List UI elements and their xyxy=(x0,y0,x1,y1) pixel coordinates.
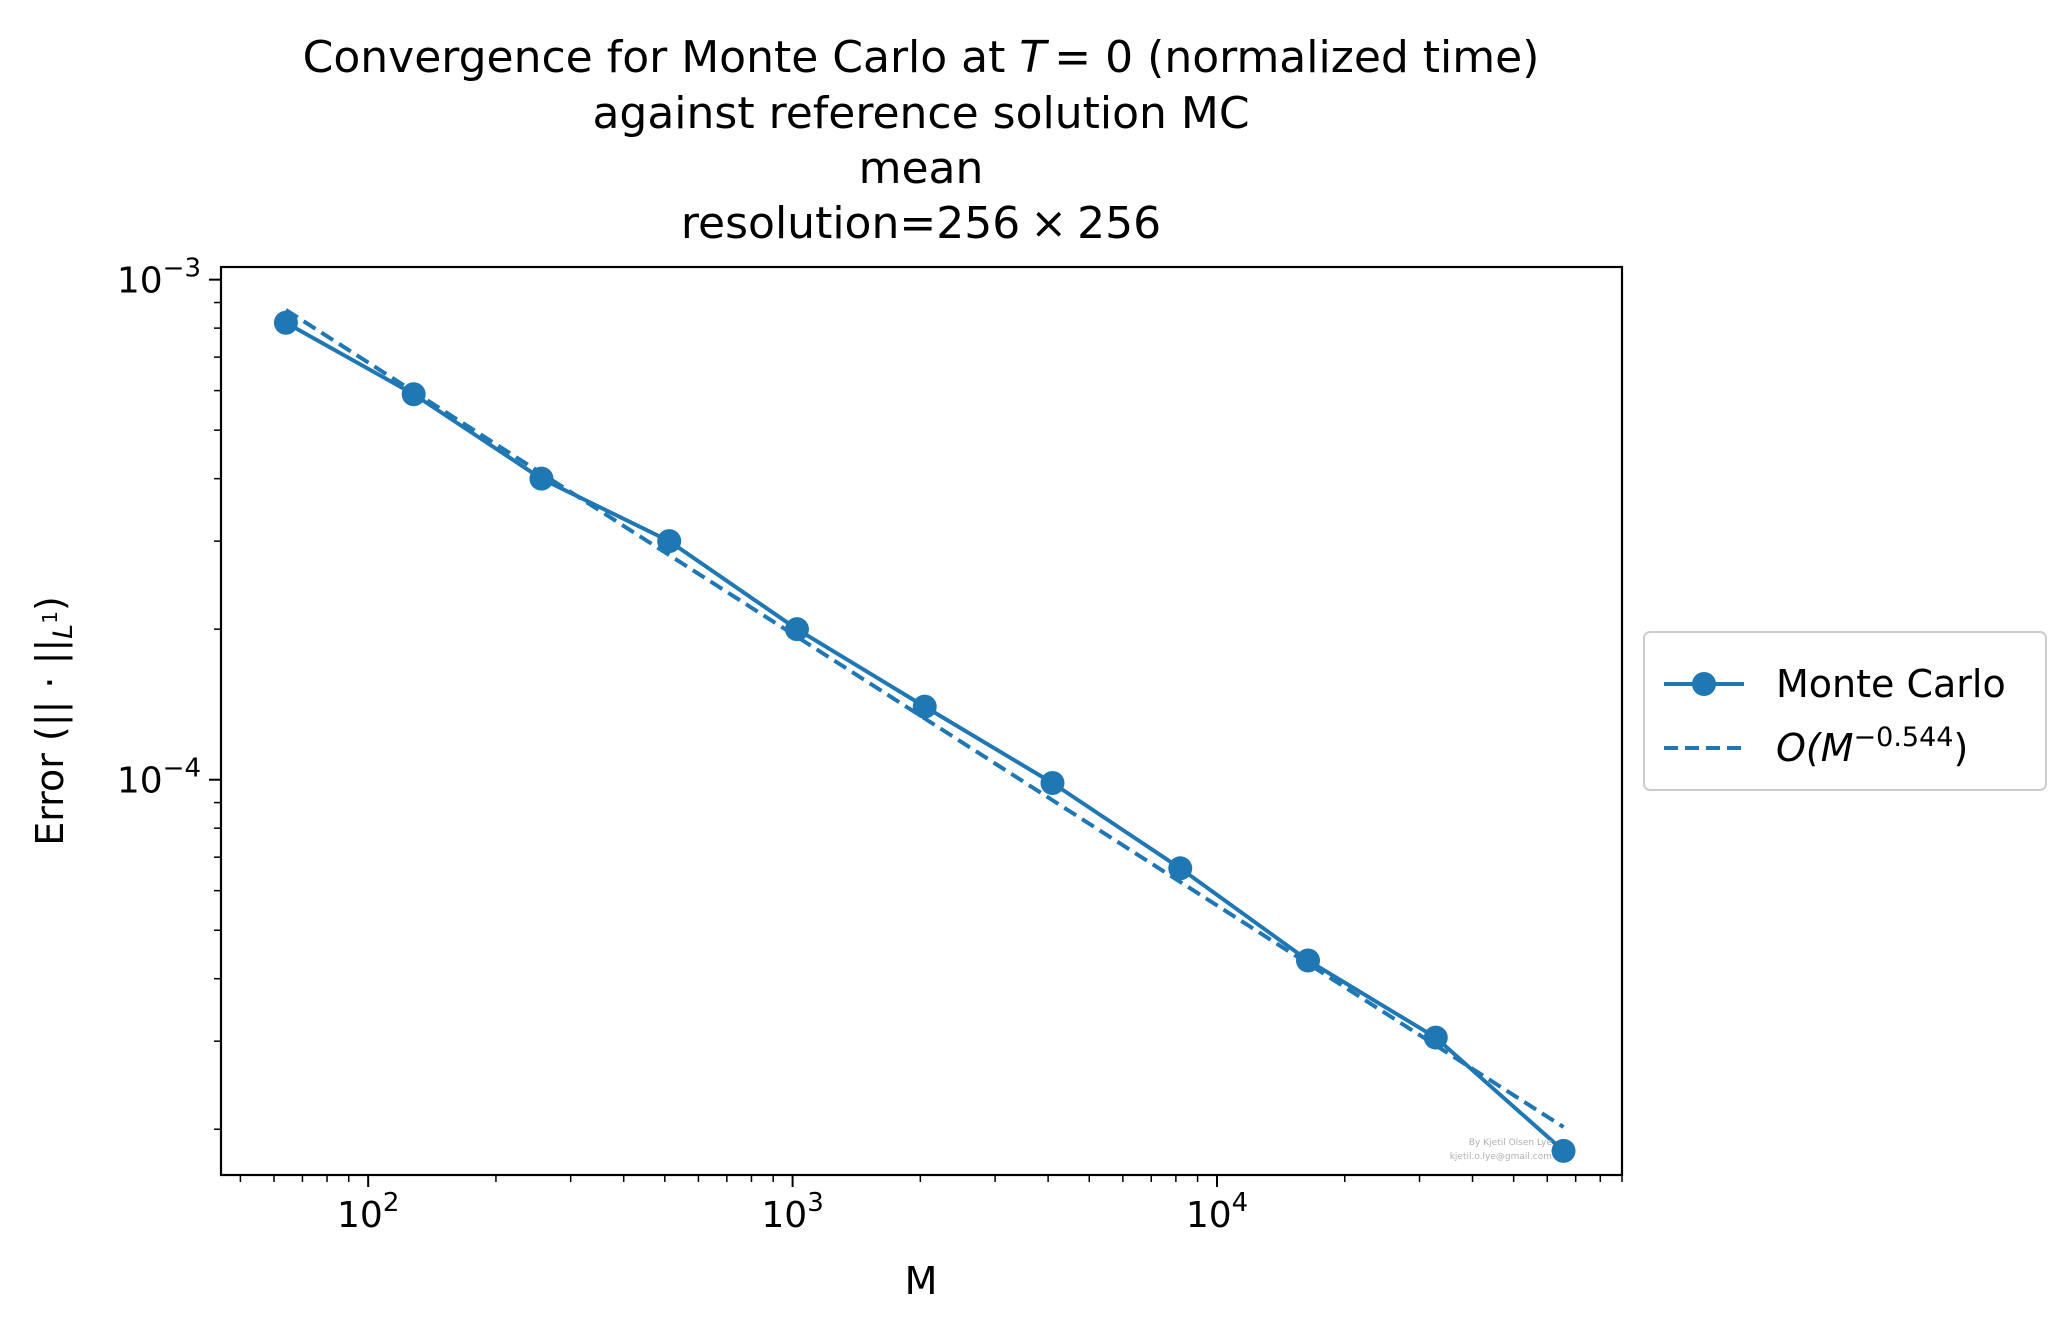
monte-carlo-line xyxy=(284,321,1565,1153)
x-tick-label: 102 xyxy=(337,1188,399,1236)
monte-carlo-point xyxy=(1168,856,1193,881)
legend: Monte Carlo O(M−0.544) xyxy=(1643,631,2047,791)
y-tick-label: 10−4 xyxy=(117,754,201,802)
monte-carlo-point xyxy=(1551,1138,1576,1163)
monte-carlo-point xyxy=(273,310,298,335)
x-tick-label: 103 xyxy=(761,1188,823,1236)
credit-watermark: By Kjetil Olsen Lye kjetil.o.lye@gmail.c… xyxy=(1450,1138,1553,1162)
monte-carlo-point xyxy=(657,529,682,554)
legend-swatch-marker-monte-carlo xyxy=(1692,672,1716,696)
x-tick-label: 104 xyxy=(1186,1188,1248,1236)
y-axis-ticks: 10−3 10−4 xyxy=(117,254,221,1130)
credit-line-2: kjetil.o.lye@gmail.com xyxy=(1450,1152,1552,1162)
legend-item-fit: O(M−0.544) xyxy=(1664,722,1968,770)
y-tick-label: 10−3 xyxy=(117,254,201,302)
monte-carlo-point xyxy=(1040,770,1065,795)
monte-carlo-point xyxy=(1423,1025,1448,1050)
title-line-3: mean xyxy=(859,143,984,194)
y-axis-label: Error (|| · ||L1) xyxy=(28,596,79,846)
x-axis-label: M xyxy=(905,1259,938,1303)
monte-carlo-point xyxy=(529,466,554,491)
monte-carlo-point xyxy=(401,382,426,407)
credit-line-1: By Kjetil Olsen Lye xyxy=(1469,1138,1553,1148)
x-axis-ticks: 102 103 104 xyxy=(239,1175,1623,1236)
legend-label-monte-carlo: Monte Carlo xyxy=(1776,662,2006,706)
legend-item-monte-carlo: Monte Carlo xyxy=(1664,662,2006,706)
fit-line xyxy=(284,308,1565,1129)
plot-area-frame xyxy=(219,265,1624,1177)
legend-box xyxy=(1643,631,2047,791)
chart-title: Convergence for Monte Carlo at T = 0 (nor… xyxy=(303,32,1540,249)
title-line-4: resolution=256 × 256 xyxy=(681,198,1161,249)
title-line-1: Convergence for Monte Carlo at T = 0 (nor… xyxy=(303,32,1540,83)
series-layer xyxy=(273,308,1576,1163)
legend-label-fit: O(M−0.544) xyxy=(1776,722,1968,770)
monte-carlo-point xyxy=(912,694,937,719)
title-line-2: against reference solution MC xyxy=(592,88,1249,139)
